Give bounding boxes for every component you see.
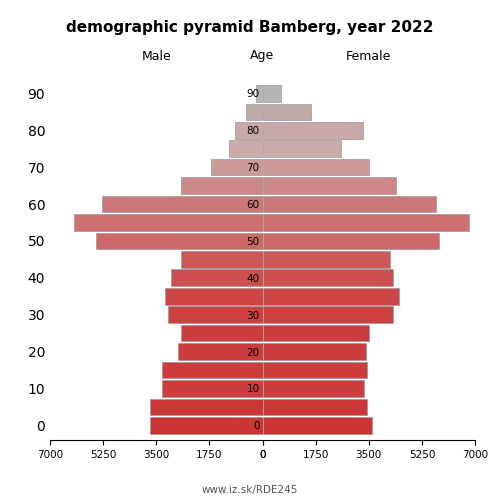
- Bar: [162, 362, 262, 378]
- Bar: [180, 251, 262, 268]
- Bar: [262, 325, 369, 342]
- Bar: [262, 251, 390, 268]
- Bar: [74, 214, 262, 231]
- Text: demographic pyramid Bamberg, year 2022: demographic pyramid Bamberg, year 2022: [66, 20, 434, 35]
- Text: Male: Male: [142, 50, 171, 62]
- Bar: [180, 178, 262, 194]
- Bar: [150, 417, 262, 434]
- Text: Age: Age: [250, 50, 274, 62]
- Bar: [262, 159, 369, 176]
- Bar: [262, 362, 367, 378]
- Text: www.iz.sk/RDE245: www.iz.sk/RDE245: [202, 485, 298, 495]
- Bar: [262, 398, 367, 415]
- Bar: [262, 122, 362, 138]
- Bar: [262, 104, 311, 120]
- Bar: [166, 288, 262, 304]
- Bar: [162, 380, 262, 396]
- Bar: [262, 214, 469, 231]
- Bar: [262, 270, 393, 286]
- Bar: [172, 270, 262, 286]
- Bar: [262, 140, 342, 157]
- Bar: [178, 343, 262, 360]
- Bar: [262, 85, 280, 102]
- Bar: [262, 288, 399, 304]
- Bar: [262, 232, 438, 249]
- Bar: [262, 343, 366, 360]
- Bar: [246, 104, 262, 120]
- Bar: [211, 159, 262, 176]
- Bar: [150, 398, 262, 415]
- Bar: [262, 380, 364, 396]
- Bar: [256, 85, 262, 102]
- Bar: [262, 196, 436, 212]
- Bar: [235, 122, 262, 138]
- Bar: [229, 140, 262, 157]
- Bar: [262, 417, 372, 434]
- Text: Female: Female: [346, 50, 392, 62]
- Bar: [262, 306, 393, 323]
- Bar: [168, 306, 262, 323]
- Bar: [180, 325, 262, 342]
- Bar: [102, 196, 262, 212]
- Bar: [96, 232, 262, 249]
- Bar: [262, 178, 396, 194]
